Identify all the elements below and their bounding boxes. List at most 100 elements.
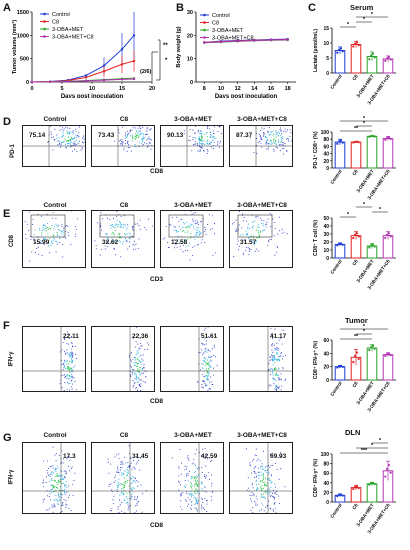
bar-1 (350, 44, 362, 74)
data-point (102, 78, 106, 82)
data-point (269, 38, 273, 42)
y-tick-label: 60 (323, 144, 329, 150)
legend-marker (43, 12, 46, 16)
data-point (355, 485, 358, 488)
data-point (387, 232, 390, 235)
flow-percentage: 32.62 (102, 239, 119, 246)
y-tick-label: 20 (323, 490, 329, 496)
bar-3 (382, 137, 394, 169)
flow-group-label: Control (43, 432, 67, 439)
data-point (84, 74, 88, 77)
legend-marker (203, 21, 206, 24)
panel-e-letter: E (3, 208, 11, 220)
legend-marker (43, 27, 46, 31)
flow-density (230, 126, 292, 166)
x-tick-label: 20 (149, 86, 155, 92)
y-tick-label: 100 (321, 130, 330, 136)
sig-star: * (363, 116, 366, 122)
flow-density (94, 211, 154, 258)
x-tick-label: 0 (30, 86, 33, 92)
y-tick-label: 40 (323, 481, 329, 487)
y-tick-label: 0 (26, 80, 29, 86)
flow-plot-frame: 32.62 (91, 210, 155, 268)
data-point (386, 57, 389, 60)
panel-b-body-weight-chart: 0 10 20 30 8 10 12 14 16 18 Days post inoculation B… (176, 10, 296, 98)
panel-f-flow-yaxis: IFN-γ (8, 351, 15, 367)
data-point (389, 353, 392, 357)
y-tick-label: 0 (326, 166, 329, 172)
data-point (355, 140, 358, 143)
data-point (339, 139, 342, 142)
data-point (339, 47, 342, 50)
data-point (336, 244, 339, 247)
x-axis-label: Days post inoculation (215, 94, 278, 98)
x-tick-label: 18 (285, 86, 291, 92)
sig-star: * (371, 12, 374, 18)
panel-e-xaxis: CD3 (150, 276, 164, 283)
flow-percentage: 42.59 (201, 453, 218, 460)
bar-3 (382, 354, 394, 381)
data-point (387, 56, 390, 59)
flow-density (23, 327, 85, 391)
flow-density (162, 211, 216, 261)
data-point (354, 42, 357, 45)
data-point (371, 134, 374, 137)
data-point (339, 364, 342, 367)
flow-group-label: 3-OBA+MET (174, 116, 212, 123)
data-point (352, 141, 355, 144)
data-point (338, 242, 341, 246)
legend-marker (203, 36, 206, 39)
data-point (354, 140, 357, 144)
flow-density (92, 126, 154, 166)
data-point (373, 347, 376, 350)
flow-plot-frame: 22.11 (22, 326, 86, 392)
x-tick-label: 12 (235, 86, 241, 92)
data-point (389, 58, 392, 61)
panel-g-flow-yaxis: IFN-γ (8, 469, 15, 485)
y-tick-label: 80 (323, 462, 329, 468)
y-tick-label: 20 (187, 33, 193, 39)
data-point (203, 41, 206, 44)
flow-plot-frame: 87.37 (229, 125, 293, 167)
series-line-0 (31, 35, 135, 83)
legend-label: Control (212, 13, 230, 19)
flow-group-label: C8 (119, 116, 129, 123)
y-tick-label: 40 (323, 351, 329, 357)
sig-star: *** (361, 448, 368, 454)
data-point (370, 244, 373, 247)
data-point (341, 243, 344, 246)
data-point (368, 58, 371, 61)
y-tick-label: 50 (323, 216, 329, 222)
data-point (387, 463, 390, 467)
flow-density (24, 211, 79, 262)
flow-percentage: 17.3 (63, 453, 76, 460)
legend-marker (203, 28, 206, 32)
y-tick-label: 1500 (17, 10, 29, 16)
x-tick-label: C8 (351, 168, 359, 176)
legend-label: Control (52, 12, 70, 18)
data-point (384, 236, 387, 240)
panel-d-letter: D (3, 116, 11, 128)
flow-group-label: Control (43, 116, 67, 123)
bar-2 (366, 483, 378, 503)
y-tick-label: 30 (323, 232, 329, 238)
data-point (339, 242, 342, 245)
data-point (352, 361, 355, 364)
data-point (357, 235, 360, 238)
data-point (30, 80, 34, 84)
data-point (373, 135, 376, 138)
flow-group-label: C8 (119, 202, 129, 209)
y-tick-label: 60 (323, 471, 329, 477)
x-tick-label: 10 (218, 86, 224, 92)
flow-density (23, 443, 85, 513)
data-point (384, 138, 387, 141)
data-point (384, 59, 387, 62)
y-tick-label: 40 (323, 152, 329, 158)
sig-star: * (379, 207, 382, 213)
x-tick-label: C8 (351, 73, 359, 81)
flow-plot-frame: 31.57 (229, 210, 293, 268)
data-point (286, 38, 289, 41)
y-axis-label: CD8⁺ IFN-γ⁺ (%) (313, 341, 319, 380)
